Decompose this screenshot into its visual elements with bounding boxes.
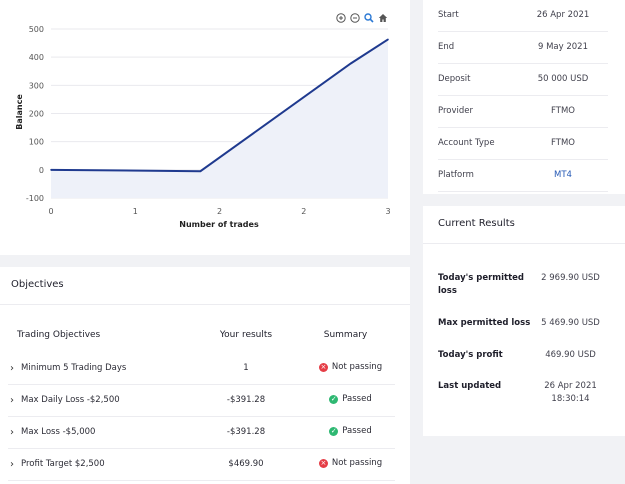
balance-chart-card: 500 400 300 200 100 0 -100 0 1 2 2 3 Balance Numbe… <box>0 0 410 255</box>
detail-value[interactable]: MT4 <box>554 170 572 180</box>
objective-summary: ✓ Passed <box>288 426 413 436</box>
detail-row-end: End 9 May 2021 <box>438 32 608 64</box>
y-axis-title: Balance <box>15 94 24 130</box>
x-circle-icon: × <box>318 458 328 468</box>
current-results-title: Current Results <box>438 218 515 229</box>
objective-result: -$391.28 <box>226 395 266 405</box>
current-results-card: Current Results Today's permitted loss 2 … <box>423 206 625 436</box>
result-label: Today's permitted loss <box>438 273 525 296</box>
detail-label: Platform <box>438 170 474 180</box>
y-tick-label: 400 <box>29 53 44 62</box>
result-row: Last updated 26 Apr 2021 18:30:14 <box>438 380 608 410</box>
x-circle-icon: × <box>318 362 328 372</box>
objective-name: Profit Target $2,500 <box>21 459 105 469</box>
objective-row[interactable]: › Max Loss -$5,000 -$391.28 ✓ Passed <box>8 417 395 449</box>
detail-row-deposit: Deposit 50 000 USD <box>438 64 608 96</box>
detail-label: End <box>438 42 455 52</box>
objective-row[interactable]: › Max Daily Loss -$2,500 -$391.28 ✓ Passed <box>8 385 395 417</box>
balance-point <box>50 169 52 171</box>
objective-name: Minimum 5 Trading Days <box>21 363 127 373</box>
y-tick-label: 500 <box>29 25 44 34</box>
account-details-card: Start 26 Apr 2021 End 9 May 2021 Deposit 50 0… <box>423 0 625 194</box>
detail-value: 50 000 USD <box>537 74 589 84</box>
x-tick-label: 2 <box>301 207 306 216</box>
result-row: Today's permitted loss 2 969.90 USD <box>438 272 608 302</box>
detail-label: Start <box>438 10 459 20</box>
zoom-in-icon[interactable] <box>335 12 346 23</box>
summary-text: Passed <box>342 426 372 436</box>
objective-summary: × Not passing <box>288 458 413 468</box>
check-circle-icon: ✓ <box>329 394 339 404</box>
detail-label: Provider <box>438 106 473 116</box>
divider <box>423 243 625 244</box>
home-icon[interactable] <box>377 12 388 23</box>
check-circle-icon: ✓ <box>329 426 339 436</box>
objective-summary: × Not passing <box>288 362 413 372</box>
objective-result: 1 <box>243 363 249 373</box>
x-tick-label: 0 <box>48 207 53 216</box>
detail-row-start: Start 26 Apr 2021 <box>438 0 608 32</box>
objective-result: $469.90 <box>228 459 264 469</box>
chevron-right-icon[interactable]: › <box>10 459 14 470</box>
y-tick-label: 200 <box>29 110 44 119</box>
divider <box>0 304 410 305</box>
balance-point <box>199 170 202 173</box>
summary-text: Not passing <box>331 362 383 372</box>
chevron-right-icon[interactable]: › <box>10 363 14 374</box>
result-row: Today's profit 469.90 USD <box>438 349 608 379</box>
balance-point <box>387 38 389 41</box>
x-axis-title: Number of trades <box>179 220 259 229</box>
result-label: Last updated <box>438 381 502 391</box>
chart-toolbar <box>335 12 388 23</box>
balance-area-fill <box>51 39 388 199</box>
result-row: Max permitted loss 5 469.90 USD <box>438 317 608 347</box>
result-label: Today's profit <box>438 350 503 360</box>
balance-point <box>350 62 352 65</box>
objective-row[interactable]: › Minimum 5 Trading Days 1 × Not passing <box>8 353 395 385</box>
y-tick-label: -100 <box>26 194 44 203</box>
detail-value: FTMO <box>551 106 575 116</box>
x-tick-label: 3 <box>385 207 390 216</box>
objectives-title: Objectives <box>11 279 64 290</box>
balance-line <box>50 38 389 173</box>
y-tick-label: 0 <box>39 166 44 175</box>
objective-name: Max Loss -$5,000 <box>21 427 96 437</box>
x-tick-label: 1 <box>133 207 138 216</box>
result-value: 2 969.90 USD <box>541 273 600 283</box>
objective-name: Max Daily Loss -$2,500 <box>21 395 120 405</box>
result-label: Max permitted loss <box>438 318 531 328</box>
detail-label: Deposit <box>438 74 471 84</box>
detail-value: 9 May 2021 <box>537 42 589 52</box>
objective-summary: ✓ Passed <box>288 394 413 404</box>
chevron-right-icon[interactable]: › <box>10 395 14 406</box>
result-value: 5 469.90 USD <box>541 318 600 328</box>
header-your-results: Your results <box>219 330 273 340</box>
detail-label: Account Type <box>438 138 495 148</box>
detail-value: 26 Apr 2021 <box>536 10 590 20</box>
objectives-card: Objectives Trading Objectives Your resul… <box>0 267 410 484</box>
detail-row-provider: Provider FTMO <box>438 96 608 128</box>
summary-text: Passed <box>342 394 372 404</box>
header-summary: Summary <box>323 330 368 340</box>
objective-row[interactable]: › Profit Target $2,500 $469.90 × Not passing <box>8 449 395 481</box>
detail-row-account-type: Account Type FTMO <box>438 128 608 160</box>
summary-text: Not passing <box>331 458 383 468</box>
detail-row-platform: Platform MT4 <box>438 160 608 192</box>
chevron-right-icon[interactable]: › <box>10 427 14 438</box>
zoom-out-icon[interactable] <box>349 12 360 23</box>
magnify-icon[interactable] <box>363 12 374 23</box>
header-trading-objectives: Trading Objectives <box>17 330 101 340</box>
result-value: 26 Apr 2021 18:30:14 <box>544 381 597 404</box>
objective-result: -$391.28 <box>226 427 266 437</box>
y-tick-label: 100 <box>29 138 44 147</box>
y-tick-label: 300 <box>29 81 44 90</box>
x-tick-label: 2 <box>217 207 222 216</box>
detail-value: FTMO <box>551 138 575 148</box>
balance-chart: 500 400 300 200 100 0 -100 0 1 2 2 3 Balance Numbe… <box>15 25 391 229</box>
result-value: 469.90 USD <box>545 350 596 360</box>
